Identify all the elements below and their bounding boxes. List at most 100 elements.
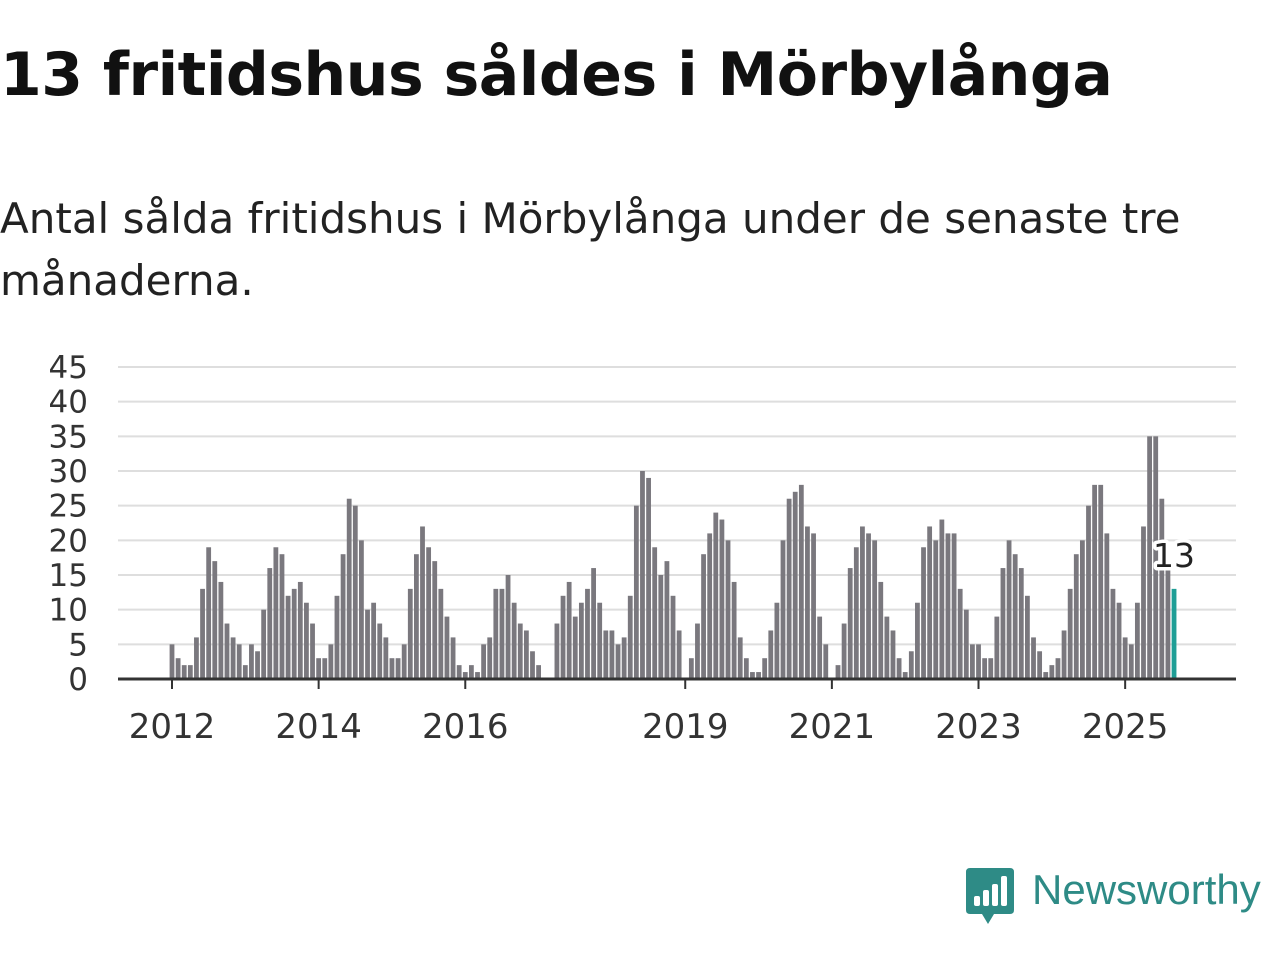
bar	[591, 568, 596, 679]
bar	[798, 484, 804, 679]
bar	[401, 644, 407, 679]
bar	[707, 533, 713, 679]
bar	[768, 630, 774, 679]
bar	[285, 595, 291, 679]
y-tick-label: 30	[49, 454, 88, 490]
bar	[976, 644, 981, 679]
bar	[212, 561, 218, 679]
bar	[640, 471, 645, 679]
bar	[261, 609, 267, 679]
bar-highlight	[1171, 588, 1177, 679]
bar	[1079, 540, 1085, 679]
bar	[884, 616, 890, 679]
bar	[805, 526, 810, 679]
y-tick-label: 5	[68, 627, 88, 663]
bar	[627, 595, 633, 679]
bar	[970, 644, 975, 679]
bar	[786, 498, 792, 679]
bar	[1092, 484, 1098, 679]
newsworthy-logo-text: Newsworthy	[1032, 866, 1261, 913]
bar	[866, 533, 871, 679]
bar	[426, 547, 432, 679]
bar	[1031, 637, 1036, 679]
bar	[414, 554, 419, 679]
x-tick-label: 2012	[129, 707, 216, 747]
bar	[695, 623, 700, 679]
bar	[224, 623, 230, 679]
bar	[566, 581, 572, 679]
bar	[1025, 595, 1030, 679]
bar	[823, 644, 829, 679]
bar	[383, 637, 389, 679]
y-tick-label: 15	[49, 558, 88, 594]
bar	[1061, 630, 1067, 679]
bar	[963, 609, 969, 679]
bar	[1055, 658, 1061, 679]
bar	[511, 602, 517, 679]
bar	[554, 623, 560, 679]
bar	[676, 630, 682, 679]
x-tick-label: 2025	[1082, 707, 1169, 747]
bar	[609, 630, 615, 679]
x-axis: 2012 2014 2016 2019 2021 2023 2025	[129, 679, 1169, 747]
y-tick-label: 10	[49, 593, 88, 629]
bar	[194, 637, 199, 679]
bar	[1000, 568, 1006, 679]
bar	[921, 547, 926, 679]
bar	[835, 665, 841, 679]
bar	[432, 561, 438, 679]
bar	[933, 540, 939, 679]
bar	[1067, 588, 1073, 679]
bar	[334, 595, 340, 679]
bar	[1134, 602, 1140, 679]
bar	[719, 519, 725, 679]
bar	[316, 658, 322, 679]
bar	[279, 554, 285, 679]
bar	[603, 630, 609, 679]
bar	[359, 540, 364, 679]
bar	[811, 533, 816, 679]
bar	[304, 602, 309, 679]
bar	[1128, 644, 1134, 679]
bar	[670, 595, 676, 679]
bar	[927, 526, 933, 679]
bar	[523, 630, 529, 679]
bar	[982, 658, 988, 679]
bar	[267, 568, 273, 679]
bar	[517, 623, 523, 679]
bar	[1110, 588, 1116, 679]
bar	[1006, 540, 1012, 679]
bar	[957, 588, 963, 679]
bar	[597, 602, 603, 679]
bar	[242, 665, 248, 679]
annotation: 13	[1150, 532, 1199, 578]
bar	[371, 602, 377, 679]
bar	[646, 477, 651, 679]
bar	[438, 588, 444, 679]
x-tick-label: 2019	[642, 707, 729, 747]
bar	[908, 651, 914, 679]
bar	[743, 658, 749, 679]
bar	[902, 672, 908, 679]
bar	[762, 658, 768, 679]
bar	[340, 554, 346, 679]
bar	[1086, 505, 1091, 679]
y-tick-label: 0	[68, 662, 88, 698]
bar	[377, 623, 383, 679]
chart-title: 13 fritidshus såldes i Mörbylånga	[0, 40, 1113, 110]
bar	[664, 561, 670, 679]
bar	[939, 519, 945, 679]
newsworthy-logo[interactable]: Newsworthy	[964, 866, 1280, 930]
bar	[572, 616, 578, 679]
bar	[249, 644, 254, 679]
bar	[756, 672, 761, 679]
bar	[945, 533, 951, 679]
bar	[774, 602, 780, 679]
bar	[206, 547, 212, 679]
x-tick-label: 2021	[789, 707, 876, 747]
bar	[994, 616, 1000, 679]
bar	[578, 602, 584, 679]
bar	[1116, 602, 1122, 679]
y-tick-label: 20	[49, 523, 88, 559]
